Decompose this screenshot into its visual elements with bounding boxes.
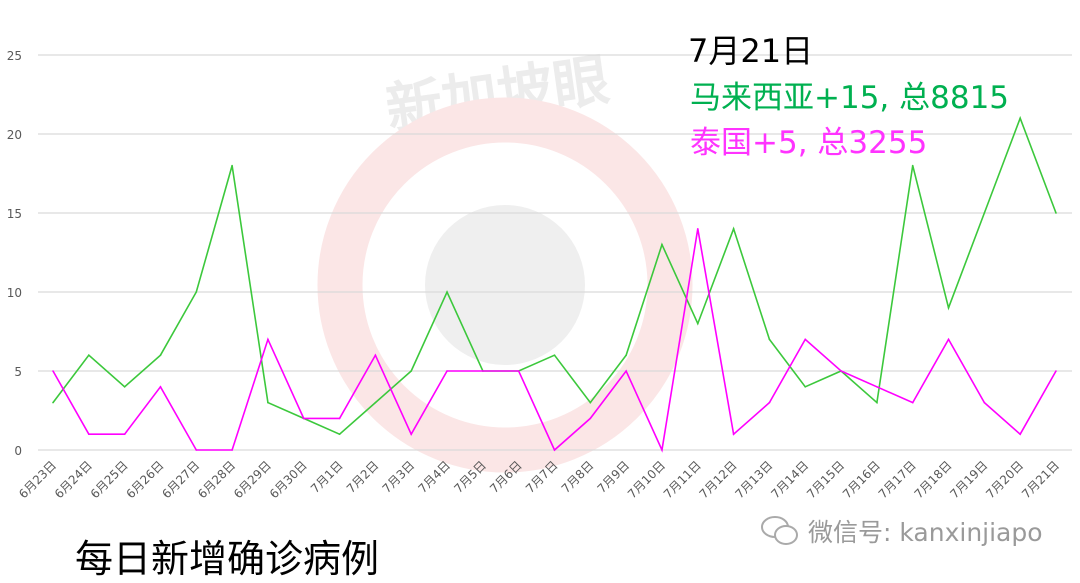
x-tick-label: 7月18日 — [912, 458, 955, 501]
x-tick-label: 6月25日 — [88, 458, 131, 501]
data-point — [267, 401, 269, 404]
data-point — [661, 243, 663, 246]
x-tick-label: 7月4日 — [415, 458, 453, 496]
x-tick-label: 6月27日 — [159, 458, 202, 501]
data-point — [804, 338, 807, 341]
x-tick-label: 7月8日 — [559, 458, 597, 496]
y-tick-label: 25 — [7, 49, 22, 63]
data-point — [1055, 212, 1057, 214]
data-point — [768, 338, 771, 341]
data-point — [159, 354, 162, 357]
data-point — [88, 354, 90, 357]
chart-title: 每日新增确诊病例 — [75, 537, 380, 581]
x-tick-label: 7月11日 — [661, 458, 704, 501]
data-point — [410, 433, 413, 436]
data-point — [482, 370, 484, 372]
y-tick-label: 15 — [7, 207, 22, 221]
annotation-malaysia: 马来西亚+15, 总8815 — [690, 80, 1010, 116]
x-tick-label: 6月26日 — [124, 458, 167, 501]
data-point — [625, 354, 627, 357]
x-tick-label: 7月1日 — [308, 458, 346, 496]
data-point — [195, 449, 198, 451]
wechat-credit: 微信号: kanxinjiapo — [760, 513, 1043, 549]
data-point — [732, 433, 735, 436]
y-tick-label: 5 — [14, 365, 22, 379]
annotation-date: 7月21日 — [688, 32, 814, 70]
x-tick-label: 6月30日 — [267, 458, 310, 501]
data-point — [589, 401, 592, 404]
x-tick-label: 7月16日 — [840, 458, 883, 501]
data-point — [374, 354, 377, 357]
data-point — [553, 449, 556, 451]
data-point — [840, 370, 842, 372]
wechat-label: 微信号: kanxinjiapo — [808, 518, 1043, 547]
data-point — [804, 386, 807, 388]
data-point — [267, 338, 269, 341]
x-tick-label: 7月17日 — [876, 458, 919, 501]
x-tick-label: 6月29日 — [231, 458, 274, 501]
data-point — [123, 386, 126, 388]
x-tick-label: 7月12日 — [697, 458, 740, 501]
data-point — [446, 291, 448, 293]
data-point — [123, 433, 126, 436]
data-point — [410, 370, 413, 372]
x-tick-label: 7月2日 — [344, 458, 382, 496]
data-point — [947, 338, 950, 341]
data-point — [1019, 433, 1021, 436]
data-point — [1055, 370, 1057, 372]
data-point — [983, 401, 986, 404]
data-point — [231, 449, 233, 451]
data-point — [52, 370, 54, 372]
data-point — [159, 386, 162, 388]
data-point — [374, 401, 377, 404]
x-tick-label: 7月14日 — [768, 458, 811, 501]
y-tick-label: 10 — [7, 286, 22, 300]
x-tick-label: 6月23日 — [16, 458, 59, 501]
x-tick-label: 7月21日 — [1019, 458, 1062, 501]
data-point — [983, 212, 986, 214]
x-tick-label: 6月24日 — [52, 458, 95, 501]
x-tick-label: 7月15日 — [804, 458, 847, 501]
data-point — [302, 417, 305, 420]
x-tick-label: 7月10日 — [625, 458, 668, 501]
data-point — [876, 401, 878, 404]
data-point — [517, 370, 520, 372]
data-point — [338, 417, 341, 420]
data-point — [553, 354, 556, 357]
data-point — [625, 370, 627, 372]
watermark-disc — [425, 205, 585, 365]
data-point — [696, 228, 699, 230]
y-tick-label: 20 — [7, 128, 22, 142]
data-point — [876, 386, 878, 388]
data-point — [911, 164, 914, 167]
data-point — [231, 164, 233, 167]
data-point — [589, 417, 592, 420]
data-point — [338, 433, 341, 436]
x-tick-label: 7月19日 — [947, 458, 990, 501]
x-tick-label: 7月3日 — [380, 458, 418, 496]
annotation-thailand: 泰国+5, 总3255 — [690, 125, 928, 161]
wechat-icon — [761, 516, 798, 545]
data-point — [446, 370, 448, 372]
data-point — [661, 449, 663, 451]
data-point — [88, 433, 90, 436]
x-tick-label: 7月13日 — [732, 458, 775, 501]
data-point — [1019, 117, 1021, 119]
data-point — [911, 401, 914, 404]
data-point — [696, 322, 699, 325]
data-point — [195, 291, 198, 293]
x-tick-label: 7月20日 — [983, 458, 1026, 501]
data-point — [732, 228, 735, 230]
data-point — [768, 401, 771, 404]
x-tick-label: 6月28日 — [195, 458, 238, 501]
data-point — [947, 307, 950, 309]
y-tick-label: 0 — [14, 444, 22, 458]
data-point — [52, 401, 54, 404]
